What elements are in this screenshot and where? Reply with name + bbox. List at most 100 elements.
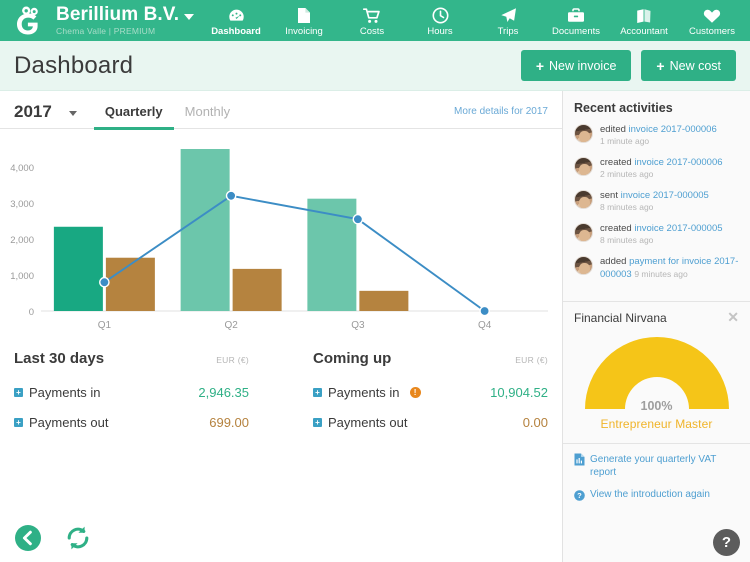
chevron-down-icon[interactable]	[184, 14, 195, 20]
page-header-actions: + New invoice + New cost	[520, 50, 736, 81]
activity-time: 9 minutes ago	[634, 269, 688, 279]
summary-row-payments-out[interactable]: + Payments out 699.00	[14, 407, 249, 437]
activity-item[interactable]: created invoice 2017-000005 8 minutes ag…	[574, 223, 739, 246]
activity-time: 8 minutes ago	[600, 202, 654, 212]
nav-label-documents: Documents	[551, 26, 601, 37]
vat-report-label: Generate your quarterly VAT report	[590, 454, 717, 478]
speedometer-icon	[228, 7, 245, 24]
summary-row-label: Payments in	[328, 384, 400, 400]
avatar	[574, 223, 593, 242]
expand-icon[interactable]: +	[14, 417, 23, 427]
sidebar-divider	[563, 443, 750, 444]
more-details-link[interactable]: More details for 2017	[454, 106, 548, 117]
summary-row-payments-in[interactable]: + Payments in 2,946.35	[14, 377, 249, 407]
svg-text:2,000: 2,000	[10, 235, 34, 246]
activity-item[interactable]: added payment for invoice 2017-000003 9 …	[574, 256, 739, 281]
chart-toolbar: 2017 Quarterly Monthly More details for …	[0, 95, 562, 130]
nav-item-customers[interactable]: Customers	[678, 0, 746, 41]
expand-icon[interactable]: +	[313, 387, 322, 397]
svg-text:Q1: Q1	[98, 320, 112, 331]
nav-label-trips: Trips	[497, 26, 519, 37]
expand-icon[interactable]: +	[313, 417, 322, 427]
new-invoice-button[interactable]: + New invoice	[520, 50, 632, 81]
activity-verb: edited	[600, 124, 629, 135]
top-navigation-bar: Berillium B.V. Chema Valle | PREMIUM Das…	[0, 0, 750, 41]
activity-verb: created	[600, 223, 635, 234]
vat-report-link[interactable]: Generate your quarterly VAT report	[574, 453, 739, 479]
svg-text:?: ?	[577, 491, 582, 500]
report-document-icon	[574, 453, 585, 471]
activity-link[interactable]: payment for invoice 2017-000003	[600, 256, 739, 280]
page-body: 2017 Quarterly Monthly More details for …	[0, 91, 750, 562]
activity-link[interactable]: invoice 2017-000006	[628, 124, 717, 135]
activity-verb: created	[600, 157, 635, 168]
document-icon	[297, 7, 311, 24]
activity-verb: added	[600, 256, 630, 267]
summary-title: Coming up	[313, 350, 392, 367]
new-cost-button[interactable]: + New cost	[641, 50, 736, 81]
nav-item-costs[interactable]: Costs	[338, 0, 406, 41]
activity-link[interactable]: invoice 2017-000005	[620, 190, 709, 201]
nav-item-dashboard[interactable]: Dashboard	[202, 0, 270, 41]
summary-last-30-days: Last 30 days EUR (€) + Payments in 2,946…	[14, 350, 249, 437]
nav-item-documents[interactable]: Documents	[542, 0, 610, 41]
nav-label-customers: Customers	[689, 26, 735, 37]
nav-label-invoicing: Invoicing	[285, 26, 323, 37]
activity-item[interactable]: edited invoice 2017-000006 1 minute ago	[574, 124, 739, 147]
activity-time: 1 minute ago	[600, 136, 650, 146]
activity-link[interactable]: invoice 2017-000005	[634, 223, 723, 234]
tab-monthly[interactable]: Monthly	[184, 104, 231, 119]
chevron-down-icon[interactable]	[68, 110, 77, 116]
summary-row-label: Payments in	[29, 384, 101, 400]
chart-canvas: 0 1,000 2,000 3,000 4,000 Q1 Q2 Q3 Q4	[10, 149, 548, 331]
summary-row-payments-in[interactable]: + Payments in ! 10,904.52	[313, 377, 548, 407]
introduction-link[interactable]: ? View the introduction again	[574, 488, 739, 506]
company-subtitle: Chema Valle | PREMIUM	[56, 26, 156, 36]
paper-plane-icon	[500, 7, 517, 24]
summary-row-value: 2,946.35	[198, 384, 249, 400]
nav-item-accountant[interactable]: Accountant	[610, 0, 678, 41]
nirvana-rank: Entrepreneur Master	[600, 417, 713, 431]
right-sidebar: Recent activities edited invoice 2017-00…	[562, 91, 750, 562]
activity-time: 2 minutes ago	[600, 169, 654, 179]
summary-row-value: 699.00	[209, 414, 249, 430]
refresh-circle-icon[interactable]	[64, 524, 92, 552]
activity-item[interactable]: sent invoice 2017-000005 8 minutes ago	[574, 190, 739, 213]
activity-verb: sent	[600, 190, 621, 201]
new-invoice-label: New invoice	[549, 58, 617, 73]
summary-currency: EUR (€)	[216, 355, 249, 365]
activity-item[interactable]: created invoice 2017-000006 2 minutes ag…	[574, 157, 739, 180]
svg-text:3,000: 3,000	[10, 199, 34, 210]
warning-icon[interactable]: !	[409, 386, 421, 398]
summary-title: Last 30 days	[14, 350, 105, 367]
svg-text:0: 0	[29, 307, 34, 318]
books-icon	[635, 7, 653, 24]
plus-icon: +	[535, 57, 545, 74]
nav-item-invoicing[interactable]: Invoicing	[270, 0, 338, 41]
svg-text:Q4: Q4	[478, 320, 492, 331]
help-button[interactable]: ?	[713, 529, 740, 556]
tab-quarterly[interactable]: Quarterly	[93, 95, 174, 130]
brand-block[interactable]: Berillium B.V. Chema Valle | PREMIUM	[56, 4, 195, 36]
nav-item-trips[interactable]: Trips	[474, 0, 542, 41]
expand-icon[interactable]: +	[14, 387, 23, 397]
recent-activities-title: Recent activities	[574, 101, 673, 115]
nav-item-hours[interactable]: Hours	[406, 0, 474, 41]
back-circle-icon[interactable]	[14, 524, 42, 552]
company-name: Berillium B.V.	[56, 4, 180, 25]
svg-text:4,000: 4,000	[10, 163, 34, 174]
year-selector[interactable]: 2017	[14, 102, 77, 122]
recent-activities-panel: Recent activities edited invoice 2017-00…	[563, 91, 750, 299]
page-header: Dashboard + New invoice + New cost	[0, 41, 750, 91]
avatar	[574, 157, 593, 176]
summary-row-value: 0.00	[522, 414, 548, 430]
period-tabs: Quarterly Monthly	[93, 95, 241, 130]
summary-row-payments-out[interactable]: + Payments out 0.00	[313, 407, 548, 437]
gripp-g-logo-icon[interactable]	[8, 0, 48, 41]
nav-label-hours: Hours	[427, 26, 453, 37]
activity-link[interactable]: invoice 2017-000006	[634, 157, 723, 168]
sidebar-divider	[563, 301, 750, 302]
footer-actions	[14, 524, 92, 552]
close-icon[interactable]: ✕	[727, 309, 739, 325]
